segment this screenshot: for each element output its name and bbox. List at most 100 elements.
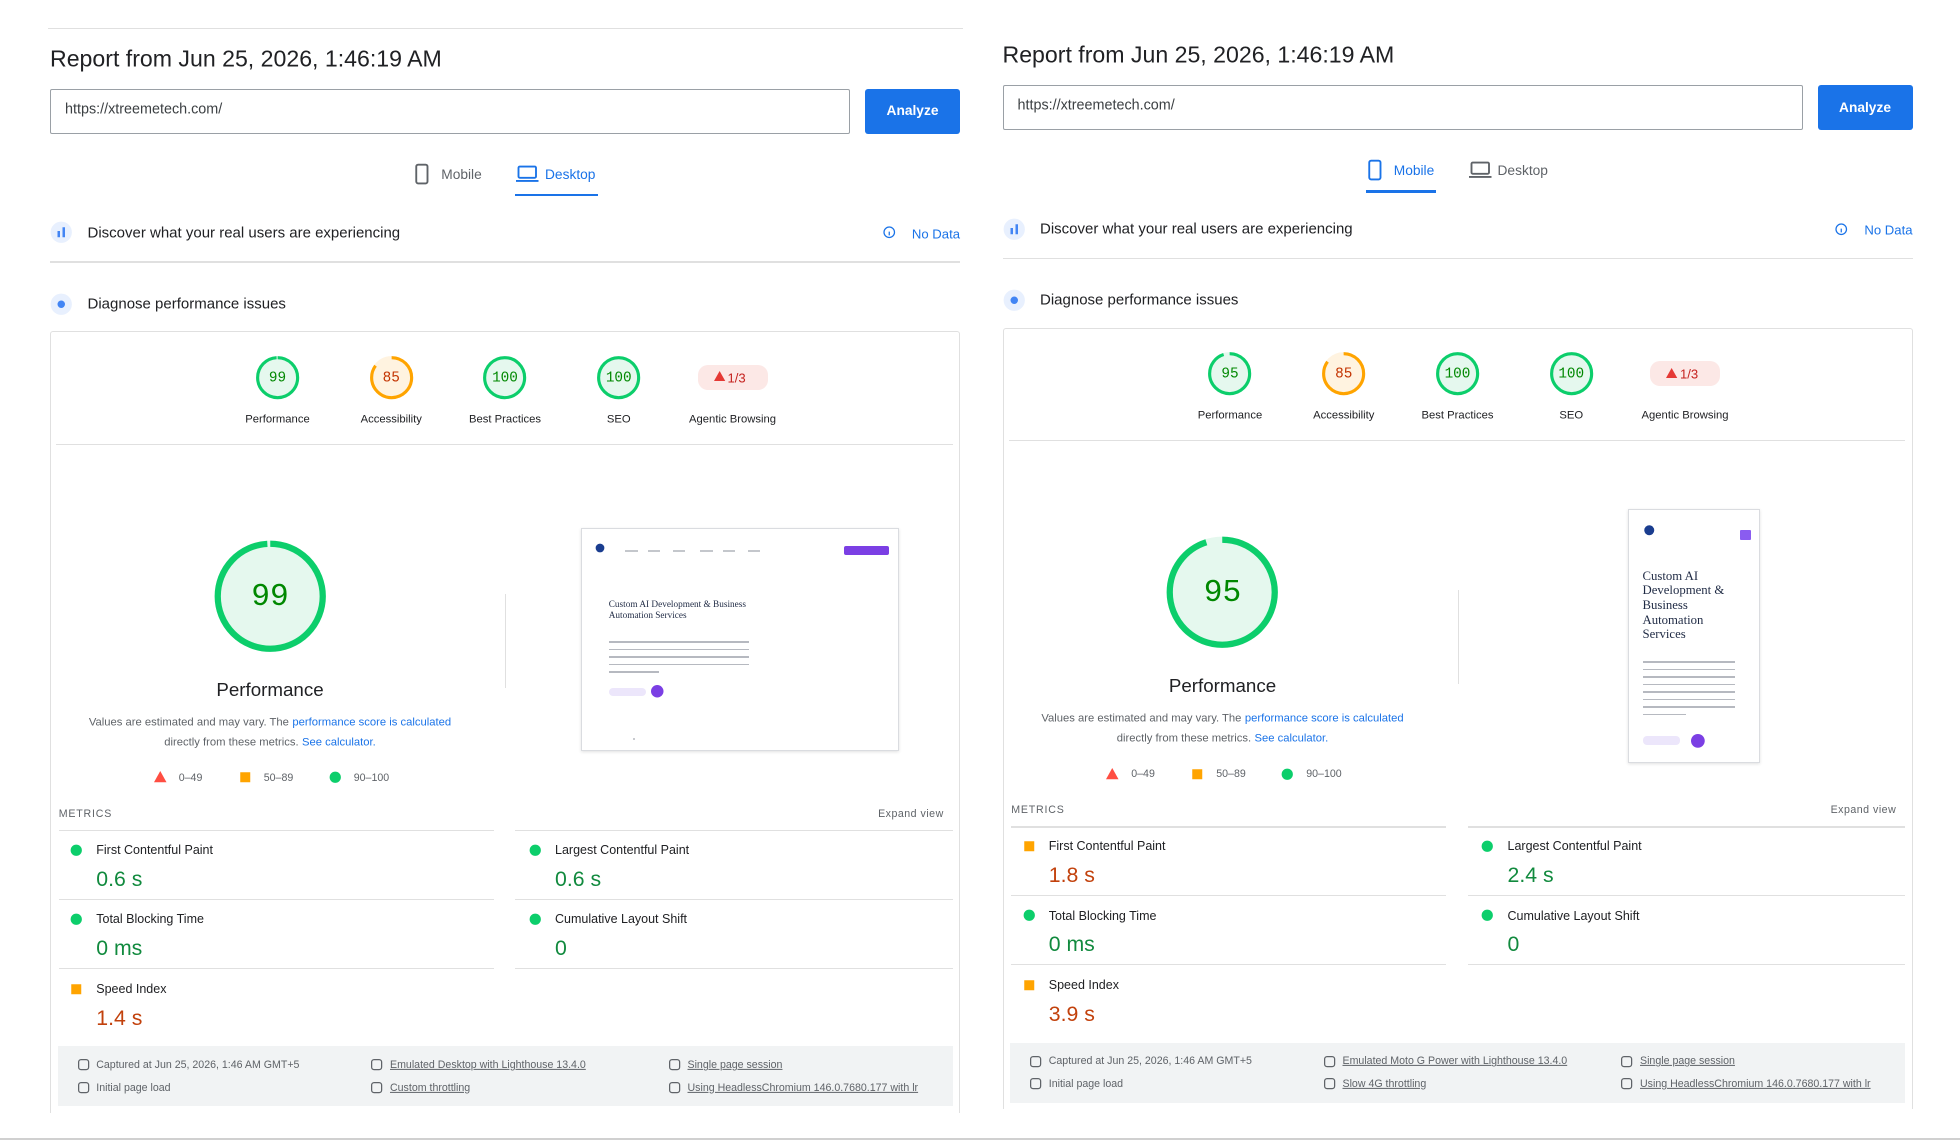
preview-text [1642, 683, 1735, 686]
runtime-info[interactable]: Using HeadlessChromium 146.0.7680.177 wi… [1640, 1077, 1871, 1090]
play [1691, 733, 1705, 748]
category-label[interactable]: Accessibility [360, 413, 422, 426]
report-title: Report from Jun 25, 2026, 1:46:19 AM [50, 45, 442, 72]
gauge-score: 99 [268, 370, 287, 387]
gauge-score: 95 [1221, 366, 1239, 383]
tab-label[interactable]: Mobile [441, 167, 482, 183]
runtime-icon [1621, 1055, 1633, 1067]
logo [1643, 525, 1654, 535]
category-label[interactable]: Agentic Browsing [689, 413, 776, 426]
expand-view[interactable]: Expand view [1830, 803, 1897, 816]
runtime-info[interactable]: Using HeadlessChromium 146.0.7680.177 wi… [687, 1081, 919, 1094]
runtime-icon [668, 1081, 680, 1094]
triangle [1666, 367, 1678, 378]
runtime-icon [1030, 1055, 1042, 1067]
rating-icon [70, 913, 82, 925]
category-label[interactable]: Agentic Browsing [1641, 409, 1729, 422]
note-link[interactable]: See calculator. [1254, 732, 1329, 745]
report-panel: Report from Jun 25, 2026, 1:46:19 AM http… [47, 0, 970, 1120]
gauge-arc [214, 540, 326, 652]
rating-icon [1023, 980, 1034, 990]
metric-rule [515, 967, 953, 969]
rating-icon [240, 772, 250, 783]
category-label[interactable]: Best Practices [1421, 409, 1494, 422]
legend-label: 50–89 [263, 771, 294, 784]
rating-icon [529, 913, 541, 925]
category-label[interactable]: Performance [245, 413, 310, 426]
metric-value: 0 ms [1048, 932, 1095, 957]
analyze-label: Analyze [886, 103, 939, 119]
category-label[interactable]: Performance [1197, 409, 1263, 422]
report-title: Report from Jun 25, 2026, 1:46:19 AM [1002, 41, 1395, 68]
runtime-icon [1323, 1078, 1335, 1090]
metric-rule [1467, 963, 1905, 965]
phone-icon [1367, 159, 1381, 181]
tab-label[interactable]: Mobile [1393, 163, 1435, 179]
metric-rule [1011, 963, 1447, 965]
runtime-info[interactable]: Single page session [687, 1058, 783, 1071]
note-line: Values are estimated and may vary. The pe… [89, 716, 451, 729]
note-line: Values are estimated and may vary. The pe… [1041, 712, 1403, 725]
fail-triangle [1666, 367, 1678, 378]
runtime-info[interactable]: Custom throttling [390, 1081, 471, 1094]
crux-status[interactable]: No Data [911, 226, 960, 242]
preview-logo [595, 543, 605, 552]
category-label[interactable]: Best Practices [469, 413, 541, 426]
gauge-score: 95 [1203, 575, 1242, 611]
gauge-arc [1549, 352, 1593, 396]
phone-icon [415, 163, 429, 185]
icon-outline [371, 1059, 383, 1071]
audit-pill [1650, 361, 1720, 387]
tab-icon [516, 165, 539, 182]
expand-view[interactable]: Expand view [878, 807, 944, 820]
tab-label[interactable]: Desktop [545, 167, 596, 183]
runtime-info[interactable]: Slow 4G throttling [1342, 1077, 1427, 1090]
url-text: https://xtreemetech.com/ [65, 101, 223, 118]
rating-dot [1023, 910, 1035, 922]
note-link[interactable]: performance score is calculated [292, 716, 452, 729]
crux-icon-bar [57, 231, 60, 238]
runtime-icon [371, 1059, 383, 1071]
url-input[interactable] [1002, 85, 1803, 130]
crux-status[interactable]: No Data [1864, 222, 1913, 238]
icon-outline [668, 1081, 680, 1094]
metric-value: 2.4 s [1507, 862, 1554, 887]
gauge-arc [255, 355, 300, 400]
note-text: Values are estimated and may vary. The [1041, 712, 1242, 725]
tab-label[interactable]: Desktop [1497, 163, 1548, 179]
score-gauge [255, 355, 300, 400]
category-label[interactable]: SEO [606, 413, 631, 426]
preview-text [1642, 676, 1735, 678]
rating-dot [70, 913, 82, 925]
crux-icon-bar [1015, 223, 1018, 234]
note-link[interactable]: performance score is calculated [1244, 712, 1404, 725]
play [651, 685, 664, 698]
note-line: directly from these metrics. See calculat… [1117, 732, 1329, 745]
runtime-icon [1621, 1078, 1633, 1090]
runtime-icon [77, 1059, 89, 1071]
separator [50, 261, 960, 263]
top-rule [47, 27, 963, 29]
report-card [50, 331, 960, 1113]
metric-name: Cumulative Layout Shift [555, 912, 688, 927]
runtime-info[interactable]: Single page session [1640, 1055, 1735, 1068]
icon-outline [371, 1081, 383, 1094]
runtime-icon [1323, 1055, 1335, 1067]
category-label[interactable]: SEO [1559, 409, 1584, 422]
runtime-icon [668, 1059, 680, 1071]
runtime-info: Initial page load [96, 1081, 171, 1094]
icon-outline [1621, 1055, 1633, 1067]
runtime-info[interactable]: Emulated Desktop with Lighthouse 13.4.0 [390, 1058, 586, 1071]
rating-triangle [1106, 767, 1119, 779]
url-input[interactable] [50, 88, 850, 134]
preview-text [1642, 713, 1687, 716]
analyze-button[interactable] [865, 88, 960, 134]
divider [1457, 590, 1459, 684]
rating-icon [71, 983, 82, 994]
crux-text: Discover what your real users are experi… [1040, 220, 1353, 238]
note-link[interactable]: See calculator. [302, 736, 376, 749]
runtime-info[interactable]: Emulated Moto G Power with Lighthouse 13… [1342, 1055, 1568, 1068]
analyze-button[interactable] [1817, 85, 1913, 130]
category-label[interactable]: Accessibility [1313, 409, 1375, 422]
score-gauge [369, 355, 413, 400]
